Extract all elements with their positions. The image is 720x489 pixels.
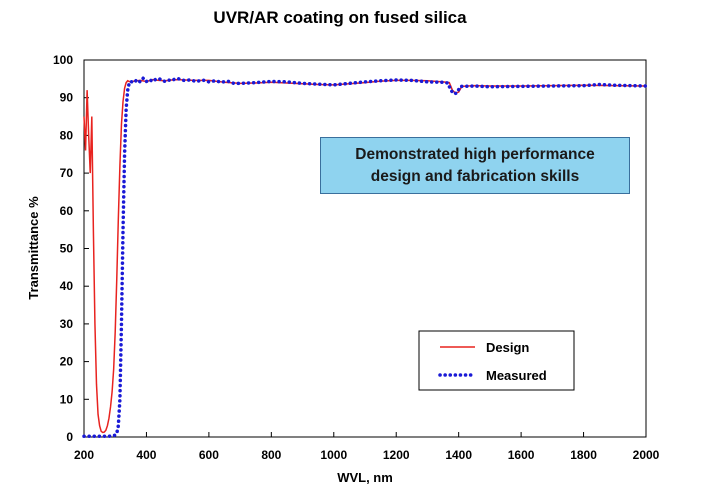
y-tick-label: 100	[53, 53, 73, 67]
x-tick-label: 200	[74, 448, 94, 462]
x-tick-label: 1000	[320, 448, 347, 462]
y-tick-label: 20	[60, 355, 74, 369]
y-tick-label: 70	[60, 166, 74, 180]
x-tick-label: 400	[136, 448, 156, 462]
chart-title: UVR/AR coating on fused silica	[213, 8, 467, 27]
y-tick-label: 30	[60, 317, 74, 331]
y-tick-label: 40	[60, 279, 74, 293]
y-axis-label: Transmittance %	[26, 196, 41, 300]
x-tick-label: 2000	[633, 448, 660, 462]
legend-design-label: Design	[486, 340, 529, 355]
y-axis: 0 10 20 30 40 50 60 70 80 90 100	[53, 53, 89, 444]
x-axis: 200 400 600 800 1000 1200 1400 1600 1800 2000	[74, 432, 660, 462]
x-tick-label: 800	[261, 448, 281, 462]
annotation-callout: Demonstrated high performance design and…	[320, 137, 630, 194]
y-tick-label: 80	[60, 128, 74, 142]
x-tick-label: 1200	[383, 448, 410, 462]
annotation-line-2: design and fabrication skills	[370, 168, 580, 185]
annotation-line-1: Demonstrated high performance	[355, 146, 595, 163]
series-layer	[82, 75, 648, 438]
series-line-measured	[82, 75, 648, 438]
y-tick-label: 10	[60, 392, 74, 406]
legend-measured-label: Measured	[486, 368, 547, 383]
y-tick-label: 0	[66, 430, 73, 444]
x-axis-label: WVL, nm	[337, 470, 393, 485]
legend-box	[418, 330, 575, 391]
y-tick-label: 50	[60, 242, 74, 256]
x-tick-label: 600	[199, 448, 219, 462]
y-tick-label: 90	[60, 91, 74, 105]
x-tick-label: 1600	[508, 448, 535, 462]
legend: Design Measured	[418, 330, 575, 391]
x-tick-label: 1400	[445, 448, 472, 462]
x-tick-label: 1800	[570, 448, 597, 462]
y-tick-label: 60	[60, 204, 74, 218]
